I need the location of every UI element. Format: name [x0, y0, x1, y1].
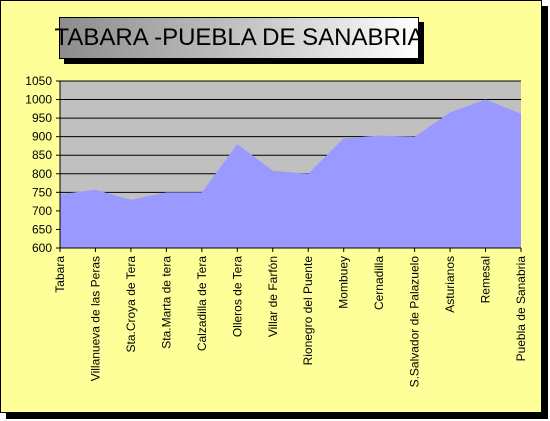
- x-tick-label: Rionegro del Puente: [301, 256, 315, 366]
- y-tick-label: 700: [32, 204, 52, 218]
- x-tick-label: Puebla de Sanabria: [514, 256, 528, 362]
- y-tick-label: 1050: [25, 74, 52, 88]
- x-tick-label: Villanueva de las Peras: [88, 256, 102, 381]
- x-tick-label: S.Salvador de Palazuelo: [408, 256, 422, 388]
- x-tick-label: Mombuey: [337, 256, 351, 309]
- x-tick-label: Sta.Marta de tera: [159, 256, 173, 349]
- x-tick-label: Cernadilla: [372, 256, 386, 310]
- x-tick-label: Olleros de Tera: [230, 256, 244, 337]
- y-tick-label: 600: [32, 241, 52, 255]
- y-tick-label: 900: [32, 130, 52, 144]
- x-tick-label: Sta.Croya de Tera: [124, 256, 138, 353]
- y-tick-label: 750: [32, 185, 52, 199]
- y-tick-label: 650: [32, 222, 52, 236]
- x-tick-label: Remesal: [479, 256, 493, 303]
- y-tick-label: 800: [32, 167, 52, 181]
- chart-title: TABARA -PUEBLA DE SANABRIA: [54, 24, 424, 51]
- x-tick-label: Calzadilla de Tera: [195, 256, 209, 351]
- x-tick-label: Villar de Farfón: [266, 256, 280, 337]
- y-tick-label: 850: [32, 148, 52, 162]
- x-tick-label: Asturianos: [443, 256, 457, 313]
- chart-title-box: TABARA -PUEBLA DE SANABRIA: [55, 17, 424, 59]
- y-tick-label: 950: [32, 111, 52, 125]
- x-tick-label: Tabara: [53, 256, 67, 293]
- y-tick-label: 1000: [25, 93, 52, 107]
- series-area: [60, 99, 521, 248]
